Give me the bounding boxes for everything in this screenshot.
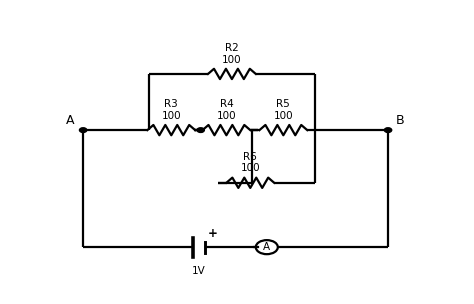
Text: B: B	[396, 114, 405, 127]
Text: 1V: 1V	[192, 266, 206, 276]
Text: +: +	[208, 227, 218, 240]
Text: R4
100: R4 100	[217, 99, 236, 121]
Circle shape	[197, 128, 204, 133]
Circle shape	[80, 128, 87, 133]
Text: R2
100: R2 100	[222, 43, 242, 64]
Text: A: A	[263, 242, 270, 252]
Text: R6
100: R6 100	[240, 152, 260, 173]
Circle shape	[384, 128, 392, 133]
Text: A: A	[65, 114, 74, 127]
Text: R5
100: R5 100	[273, 99, 293, 121]
Text: R3
100: R3 100	[162, 99, 181, 121]
